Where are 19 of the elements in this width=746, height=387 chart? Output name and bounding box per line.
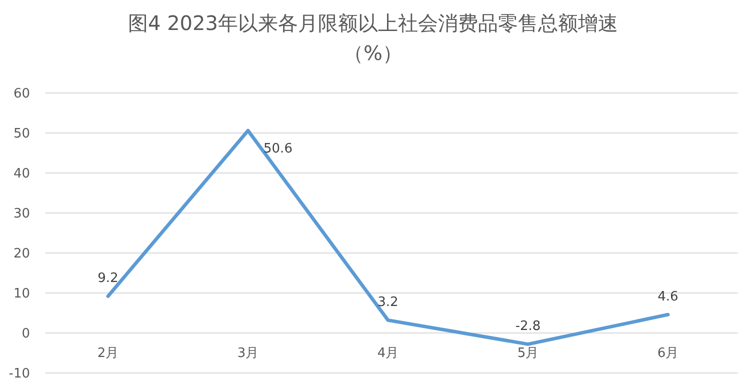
data-label: 50.6: [264, 142, 292, 157]
data-label: 9.2: [98, 271, 118, 286]
data-label: -2.8: [515, 319, 541, 334]
y-tick-label: 10: [13, 286, 30, 302]
x-tick-label: 4月: [377, 346, 399, 361]
data-label: 4.6: [658, 290, 678, 305]
chart-title: 图4 2023年以来各月限额以上社会消费品零售总额增速（%）: [128, 11, 618, 65]
x-tick-label: 2月: [97, 346, 119, 361]
y-tick-label: 60: [13, 86, 30, 102]
y-tick-label: 0: [22, 326, 30, 342]
y-tick-label: 30: [13, 206, 30, 222]
y-tick-label: 50: [13, 126, 30, 142]
y-tick-label: 20: [13, 246, 30, 262]
data-label: 3.2: [378, 295, 398, 310]
y-tick-label: -10: [8, 366, 30, 382]
x-tick-label: 5月: [517, 346, 539, 361]
y-tick-label: 40: [13, 166, 30, 182]
x-tick-label: 3月: [237, 346, 259, 361]
x-tick-label: 6月: [657, 346, 679, 361]
